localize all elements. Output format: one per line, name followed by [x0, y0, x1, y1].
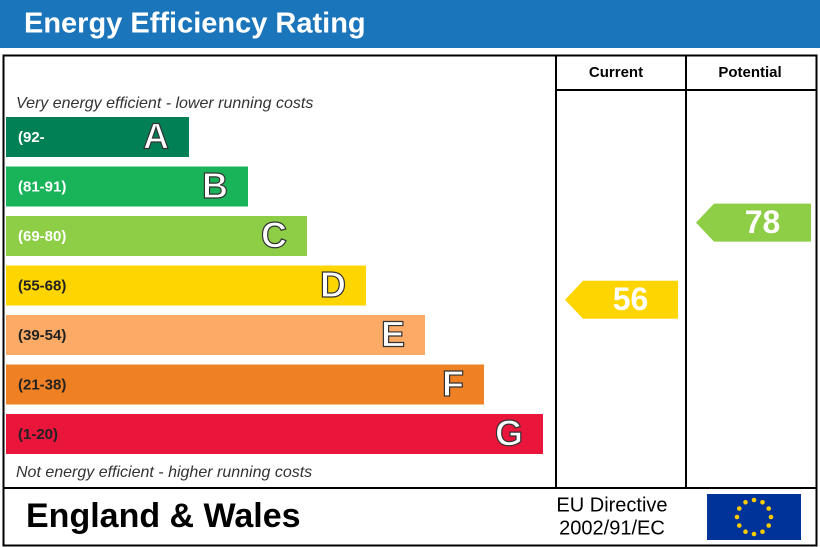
eu-star: [751, 497, 757, 503]
directive: 2002/91/EC: [559, 517, 665, 539]
directive: EU Directive: [556, 494, 667, 516]
eu-star: [760, 499, 765, 505]
bottom-note: Not energy efficient - higher running co…: [16, 464, 312, 481]
eu-star: [736, 523, 742, 528]
eu-star: [736, 506, 742, 511]
eu-star: [768, 514, 774, 520]
band-bar: [6, 216, 307, 256]
column-header: Potential: [718, 64, 781, 81]
rating-arrow: [696, 203, 811, 242]
band-range: (81-91): [18, 178, 66, 195]
eu-star: [743, 529, 748, 535]
rating-value: 56: [613, 281, 649, 317]
band-bar: [6, 117, 189, 157]
band-letter: A: [143, 116, 169, 157]
band-range: (55-68): [18, 277, 66, 294]
band-letter: E: [381, 314, 405, 355]
rating-arrow: [565, 280, 678, 319]
rating-value: 78: [745, 204, 781, 240]
band-bar: [6, 414, 543, 454]
eu-star: [751, 531, 757, 537]
band-range: (69-80): [18, 228, 66, 245]
frame: [2, 54, 818, 547]
band-range: (21-38): [18, 376, 66, 393]
eu-star: [766, 523, 772, 528]
eu-star: [760, 529, 765, 535]
eu-star: [734, 514, 740, 520]
band-range: (1-20): [18, 426, 58, 443]
band-bar: [6, 166, 248, 207]
band-bar: [6, 265, 366, 306]
band-bar: [6, 364, 484, 405]
band-letter: C: [261, 215, 287, 256]
band-letter: G: [495, 413, 523, 454]
region: England & Wales: [26, 497, 301, 535]
band-range: (92-: [18, 129, 45, 146]
band-bar: [6, 315, 425, 355]
header-bar: [0, 0, 820, 48]
column-header: Current: [589, 64, 643, 81]
top-note: Very energy efficient - lower running co…: [16, 95, 313, 112]
band-letter: B: [202, 165, 228, 206]
eu-star: [766, 506, 772, 511]
band-range: (39-54): [18, 327, 66, 344]
band-letter: D: [320, 264, 346, 305]
title: Energy Efficiency Rating: [24, 8, 366, 40]
eu-star: [743, 499, 748, 505]
band-letter: F: [442, 363, 464, 404]
